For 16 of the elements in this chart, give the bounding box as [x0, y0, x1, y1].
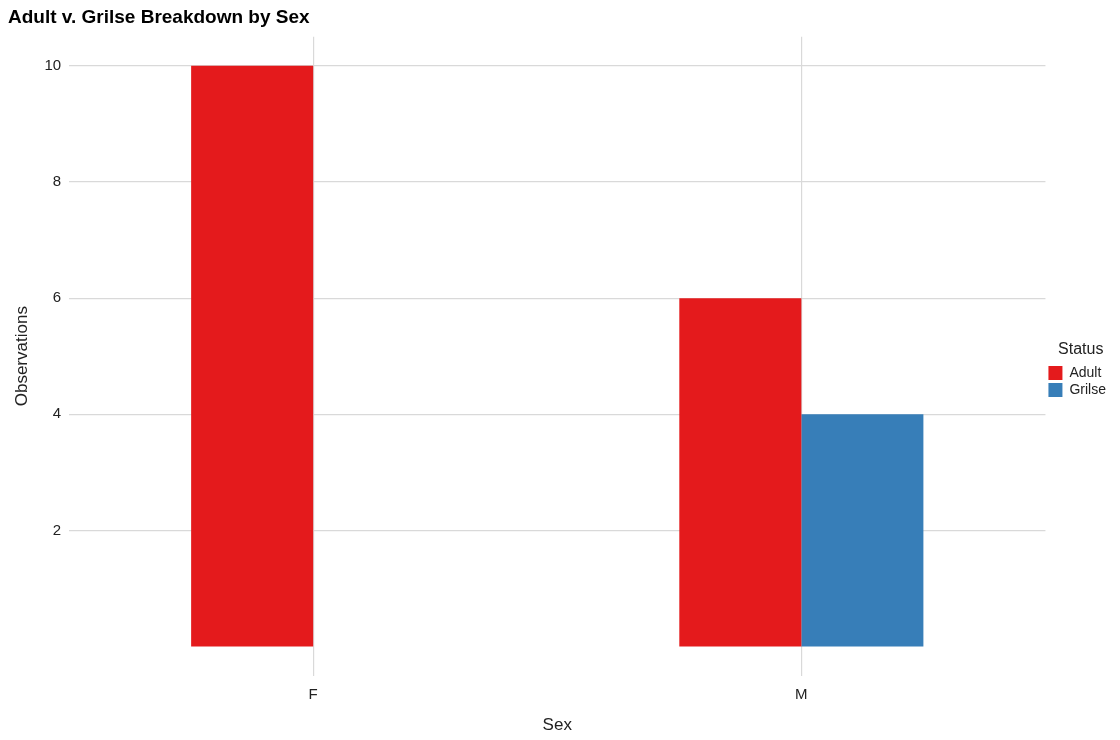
bar: [801, 414, 924, 647]
x-axis-title: Sex: [542, 715, 573, 735]
legend-label: Adult: [1069, 363, 1102, 380]
bar: [679, 298, 802, 647]
y-tick-label: 8: [52, 172, 62, 190]
legend-label: Grilse: [1069, 380, 1107, 397]
x-tick-label: M: [795, 684, 808, 702]
chart-title: Adult v. Grilse Breakdown by Sex: [8, 5, 311, 27]
legend-title: Status: [1058, 340, 1104, 358]
y-tick-label: 6: [52, 288, 62, 306]
bar: [191, 65, 314, 647]
y-tick-label: 10: [44, 55, 62, 73]
y-axis-title: Observations: [11, 306, 31, 407]
y-tick-label: 2: [52, 520, 62, 538]
x-tick-label: F: [308, 684, 318, 702]
y-tick-label: 4: [52, 404, 62, 422]
